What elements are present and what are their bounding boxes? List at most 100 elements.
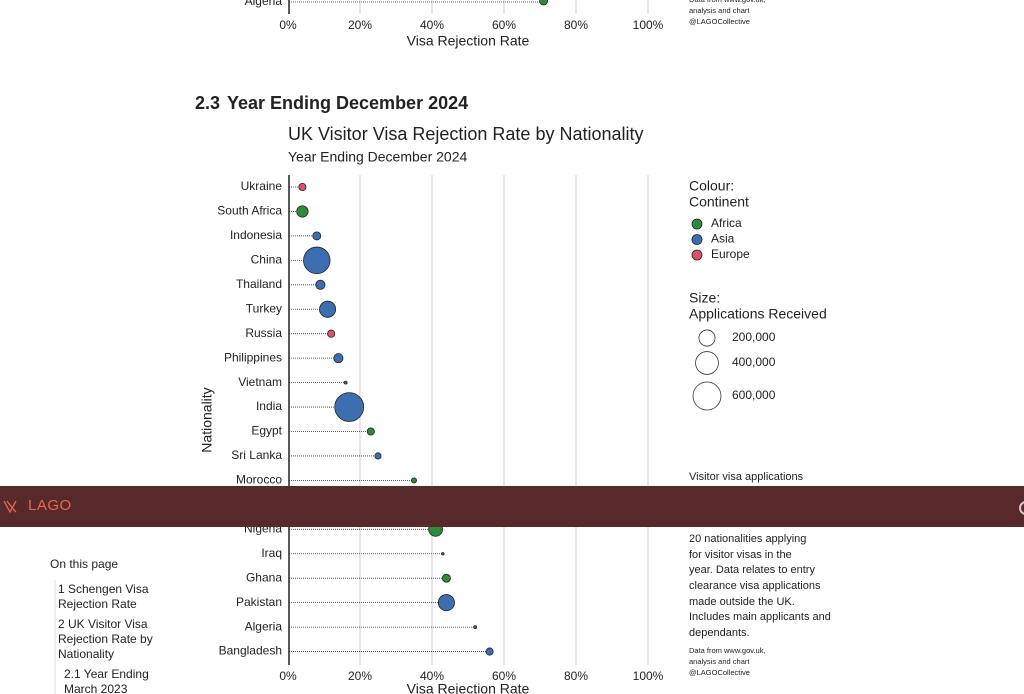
note: Includes main applicants and: [689, 611, 831, 623]
logo-icon: [3, 500, 17, 514]
legend-swatch: [691, 249, 703, 261]
x-tick-label: 40%: [420, 18, 444, 32]
toc-item: Nationality: [58, 647, 114, 661]
source-note: Data from www.gov.uk,: [689, 646, 766, 655]
note: clearance visa applications: [689, 580, 821, 592]
chart-subtitle: Year Ending December 2024: [288, 149, 467, 165]
x-tick-label: 80%: [564, 18, 588, 32]
legend-title: Colour:: [689, 178, 734, 194]
y-tick-label: Sri Lanka: [231, 448, 282, 462]
bubble: [343, 380, 348, 385]
bubble: [303, 246, 331, 275]
y-tick-label: Thailand: [236, 277, 282, 291]
toc-item: March 2023: [64, 682, 128, 694]
x-tick-label: 0%: [279, 18, 297, 32]
bubble: [298, 182, 307, 192]
legend-title: Applications Received: [689, 306, 827, 322]
header-bar: LAGO: [0, 486, 1024, 527]
legend-label: 200,000: [732, 330, 776, 344]
y-tick-label: China: [251, 253, 283, 267]
y-tick-label: Pakistan: [236, 595, 282, 609]
bubble: [312, 231, 322, 241]
x-axis-label: Visa Rejection Rate: [407, 681, 530, 694]
source-note: @LAGOCollective: [689, 668, 750, 677]
note: made outside the UK.: [689, 596, 795, 608]
legend-swatch: [691, 218, 703, 230]
toc-item: Rejection Rate: [58, 597, 137, 611]
y-tick-label: Ghana: [246, 570, 282, 584]
x-tick-label: 80%: [564, 669, 588, 683]
y-tick-label: Vietnam: [238, 375, 282, 389]
legend-label: Europe: [711, 247, 750, 261]
chart-title: UK Visitor Visa Rejection Rate by Nation…: [288, 124, 644, 144]
toc-item: 1 Schengen Visa: [58, 582, 149, 596]
bubble: [315, 279, 326, 290]
y-axis-label: Nationality: [199, 387, 215, 452]
size-legend-circle: [695, 351, 719, 375]
bubble: [327, 329, 336, 338]
y-tick-label: Egypt: [251, 424, 282, 438]
y-tick-label: Russia: [245, 326, 282, 340]
legend-label: 400,000: [732, 355, 776, 369]
y-tick-label: Indonesia: [230, 228, 282, 242]
bubble: [441, 573, 451, 583]
note: year. Data relates to entry: [689, 564, 815, 576]
toc-item: 2 UK Visitor Visa: [58, 617, 148, 631]
y-tick-label: Turkey: [246, 301, 282, 315]
note: for visitor visas in the: [689, 549, 792, 561]
y-tick-label: Ukraine: [241, 179, 283, 193]
section-number: 2.3: [195, 93, 220, 113]
note: dependants.: [689, 627, 750, 639]
section-title: Year Ending December 2024: [227, 93, 468, 113]
legend-label: 600,000: [732, 388, 776, 402]
legend-label: Africa: [711, 216, 742, 230]
x-tick-label: 100%: [633, 669, 664, 683]
bubble: [437, 594, 455, 612]
bubble: [319, 300, 337, 318]
x-tick-label: 100%: [633, 18, 664, 32]
legend-label: Asia: [711, 232, 735, 246]
size-legend-circle: [692, 381, 722, 411]
bubble: [296, 205, 309, 218]
bubble: [334, 392, 365, 422]
header-button[interactable]: [1019, 501, 1024, 515]
bubble: [485, 647, 494, 656]
note: Visitor visa applications: [689, 471, 804, 483]
bubble: [441, 552, 445, 556]
y-tick-label: Bangladesh: [219, 644, 282, 658]
x-tick-label: 0%: [279, 669, 297, 683]
y-tick-label: Morocco: [236, 473, 282, 487]
legend-title: Size:: [689, 290, 720, 306]
source-note: analysis and chart: [689, 657, 750, 666]
x-tick-label: 40%: [420, 669, 444, 683]
note: 20 nationalities applying: [689, 533, 806, 545]
x-tick-label: 60%: [492, 669, 516, 683]
x-tick-label: 20%: [348, 669, 372, 683]
legend-swatch: [691, 234, 703, 245]
bubble: [374, 452, 382, 460]
size-legend-circle: [698, 329, 716, 347]
toc-title: On this page: [50, 557, 118, 571]
source-note: analysis and chart: [689, 6, 750, 15]
y-tick-label: Iraq: [261, 546, 282, 560]
toc-item: 2.1 Year Ending: [64, 667, 149, 681]
dot: [539, 0, 548, 6]
y-tick-label: South Africa: [217, 204, 282, 218]
y-tick-label: India: [256, 399, 282, 413]
source-note: Data from www.gov.uk,: [689, 0, 766, 4]
bubble: [366, 427, 375, 436]
bubble: [473, 625, 478, 630]
y-tick-label: Philippines: [224, 350, 282, 364]
bubble: [333, 353, 344, 364]
bubble: [411, 477, 417, 484]
y-tick-label: Algeria: [245, 0, 283, 8]
legend-title: Continent: [689, 194, 749, 210]
toc-item: Rejection Rate by: [58, 632, 153, 646]
logo[interactable]: LAGO: [28, 497, 72, 514]
y-tick-label: Algeria: [245, 619, 283, 633]
x-tick-label: 20%: [348, 18, 372, 32]
x-axis-label: Visa Rejection Rate: [407, 33, 530, 49]
source-note: @LAGOCollective: [689, 17, 750, 26]
